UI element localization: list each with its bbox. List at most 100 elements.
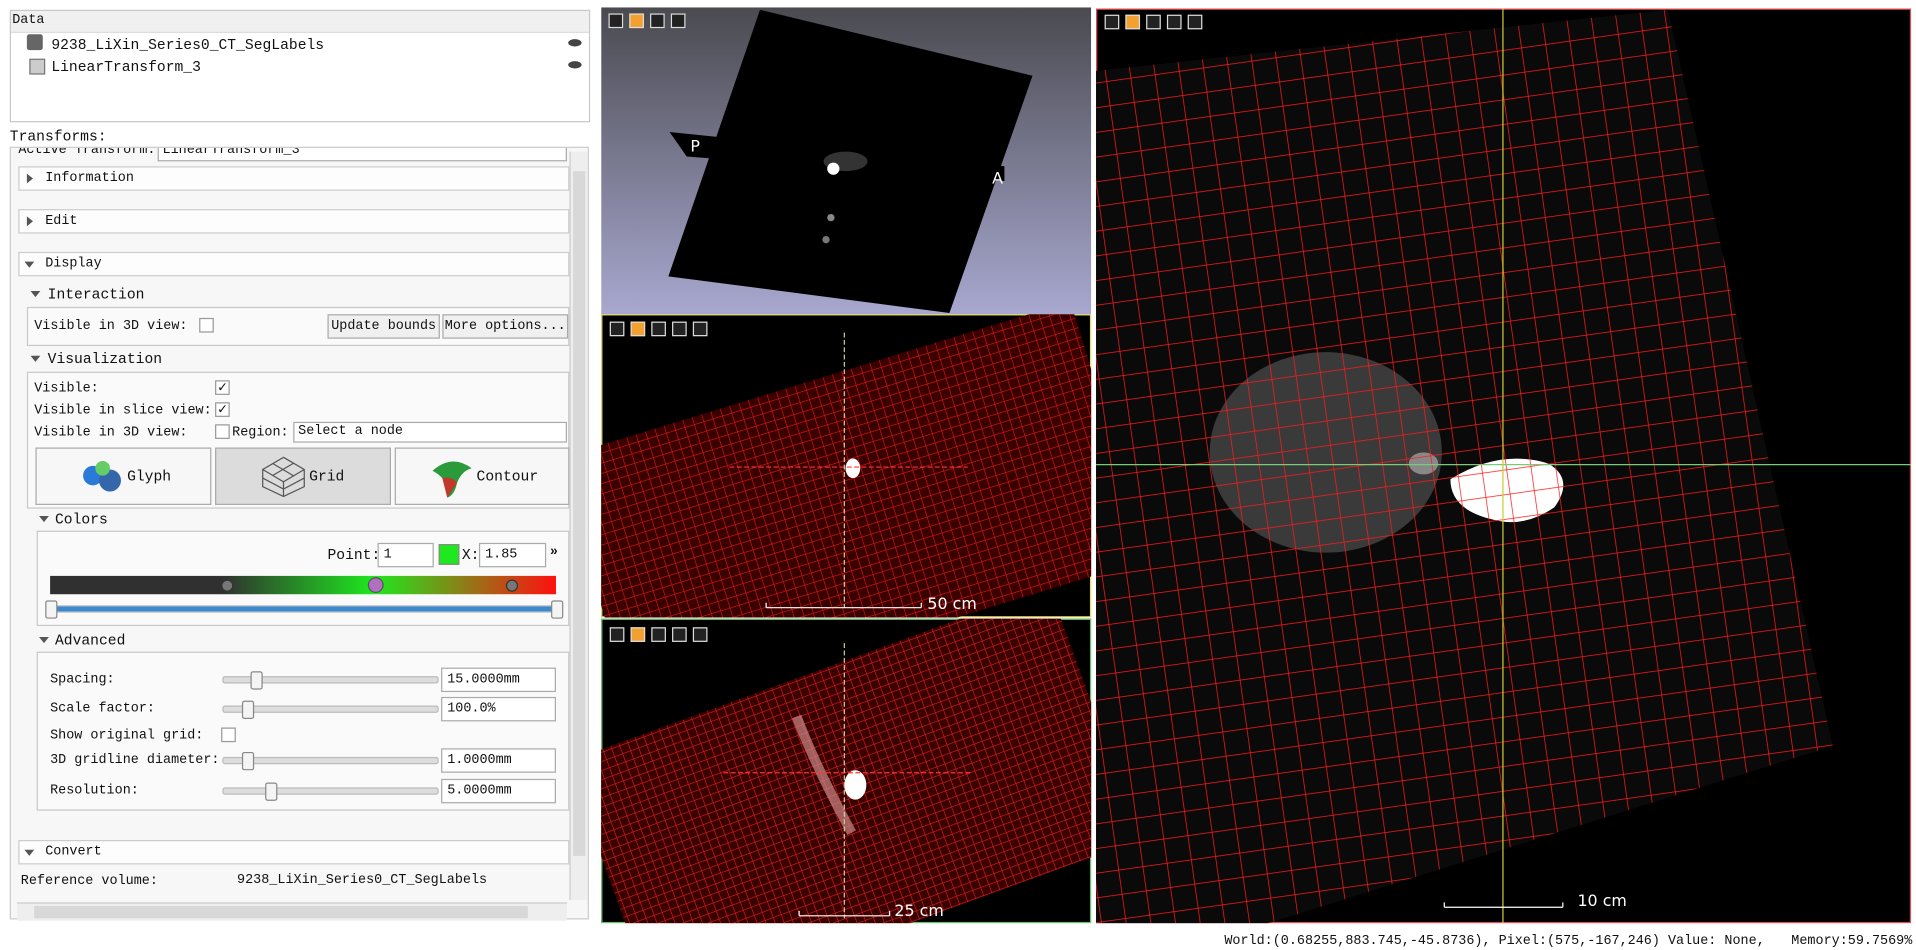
view-tool[interactable]: [609, 627, 625, 642]
value-spinbox[interactable]: 100.0%: [441, 696, 556, 722]
node-combo[interactable]: Select a node: [293, 421, 567, 443]
view-tool[interactable]: [651, 321, 666, 337]
view-tool[interactable]: [1104, 14, 1120, 30]
color-swatch[interactable]: [438, 544, 460, 565]
section-header[interactable]: Edit: [18, 209, 570, 234]
mode-button[interactable]: Glyph: [35, 447, 212, 505]
view-tool[interactable]: [672, 627, 687, 642]
checkbox[interactable]: [199, 317, 214, 333]
checkbox[interactable]: [221, 727, 236, 743]
button[interactable]: More options...: [442, 314, 569, 339]
label: Visible in 3D view:: [34, 425, 188, 441]
label: 3D gridline diameter:: [50, 753, 220, 768]
decoration: [26, 216, 33, 227]
data-tree: [9, 9, 591, 123]
range-slider[interactable]: [50, 605, 559, 613]
scale-label: 10 cm: [1577, 891, 1626, 910]
view-tool[interactable]: [651, 627, 666, 642]
mode-button[interactable]: Contour: [394, 447, 570, 505]
vertical-scrollbar[interactable]: [569, 151, 588, 900]
view-tool[interactable]: [608, 13, 624, 29]
view-tool[interactable]: [609, 321, 625, 337]
decoration: [24, 261, 35, 268]
volume-combo[interactable]: 9238_LiXin_Series0_CT_SegLabels: [237, 873, 488, 888]
collapse-arrow[interactable]: [30, 291, 41, 298]
view-tool[interactable]: [630, 627, 646, 642]
section-title: Convert: [45, 844, 102, 860]
checkbox[interactable]: [215, 424, 230, 439]
module-title: Transforms:: [9, 128, 107, 146]
slider-handle[interactable]: [250, 671, 263, 690]
checkbox[interactable]: ✓: [215, 402, 230, 417]
orientation-label: P: [690, 137, 700, 156]
slider-handle[interactable]: [551, 600, 564, 619]
slider-handle[interactable]: [241, 751, 255, 771]
slider-track[interactable]: [222, 756, 439, 765]
label: X:: [461, 546, 480, 564]
label: Visible:: [34, 381, 99, 397]
view-tool[interactable]: [672, 321, 687, 337]
view-tool[interactable]: [1166, 14, 1182, 30]
slider-track[interactable]: [222, 676, 439, 684]
view-tool[interactable]: [629, 13, 644, 29]
decoration: [844, 770, 867, 800]
scale-label: 50 cm: [927, 594, 976, 613]
view-tool[interactable]: [1125, 14, 1141, 30]
x-spinbox[interactable]: 1.85: [478, 542, 547, 568]
label: Scale factor:: [50, 701, 155, 717]
value-spinbox[interactable]: 15.0000mm: [441, 667, 556, 693]
active-transform-combo[interactable]: LinearTransform_3: [157, 147, 567, 162]
color-bar[interactable]: [50, 575, 556, 595]
slider-handle[interactable]: [241, 700, 255, 719]
color-point[interactable]: [505, 579, 519, 592]
decoration: [827, 162, 840, 175]
slider-handle[interactable]: [45, 600, 58, 619]
tree-title: Data: [12, 13, 45, 29]
color-point[interactable]: [221, 579, 234, 592]
decoration: [845, 458, 861, 479]
status-memory: Memory:59.7569%: [1791, 934, 1913, 949]
view-tool[interactable]: [670, 13, 686, 29]
node-label[interactable]: LinearTransform_3: [51, 58, 201, 76]
view-tool[interactable]: [650, 13, 665, 29]
decoration: [601, 618, 1092, 924]
tree-header: [10, 11, 589, 34]
value-spinbox[interactable]: 5.0000mm: [441, 778, 556, 804]
section-header[interactable]: Convert: [18, 839, 570, 865]
node-label[interactable]: 9238_LiXin_Series0_CT_SegLabels: [51, 36, 325, 54]
decoration: [442, 477, 457, 498]
status-world: World:(0.68255,883.745,-45.8736), Pixel:…: [1224, 934, 1765, 949]
view-tool[interactable]: [692, 321, 708, 337]
section-header[interactable]: Information: [18, 166, 570, 191]
section-header[interactable]: Display: [18, 251, 570, 277]
collapse-arrow[interactable]: [30, 355, 41, 362]
view-tool[interactable]: [692, 627, 708, 642]
volume-icon: [26, 34, 43, 51]
mode-button[interactable]: Grid: [215, 447, 392, 505]
value-spinbox[interactable]: 1.0000mm: [441, 748, 556, 773]
transform-icon: [29, 58, 46, 75]
label: Region:: [232, 425, 289, 441]
checkbox[interactable]: ✓: [215, 380, 230, 395]
view-tool[interactable]: [630, 321, 646, 337]
view-tool[interactable]: [1187, 14, 1203, 30]
decoration: [95, 460, 110, 476]
slider-handle[interactable]: [265, 782, 278, 801]
subsection-title: Interaction: [47, 286, 145, 304]
expand-button[interactable]: »: [549, 545, 558, 560]
mode-label: Glyph: [127, 468, 172, 486]
view-tool[interactable]: [1146, 14, 1161, 30]
decoration: [827, 213, 835, 222]
decoration: [765, 602, 922, 609]
collapse-arrow[interactable]: [39, 637, 49, 644]
point-spinbox[interactable]: 1: [377, 542, 434, 568]
visibility-eye[interactable]: [568, 39, 582, 47]
button[interactable]: Update bounds: [327, 314, 440, 339]
visibility-eye[interactable]: [568, 61, 582, 69]
slider-track[interactable]: [222, 705, 439, 713]
horizontal-scrollbar[interactable]: [17, 902, 567, 921]
collapse-arrow[interactable]: [39, 515, 49, 523]
slider-track[interactable]: [222, 787, 439, 795]
color-point[interactable]: [367, 577, 384, 594]
